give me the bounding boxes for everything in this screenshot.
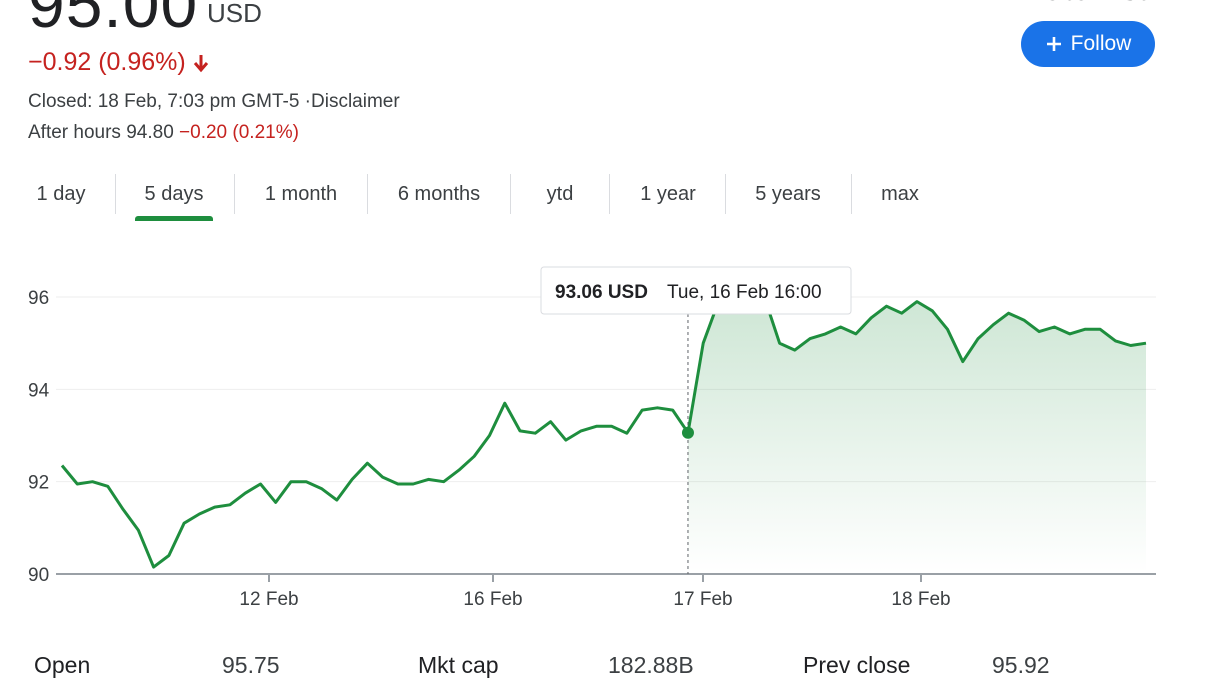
follow-button[interactable]: Follow (1021, 21, 1155, 67)
selected-tab-indicator (135, 216, 213, 221)
tab-1-year[interactable]: 1 year (640, 183, 696, 205)
tab-separator (725, 174, 726, 214)
x-tick-label: 17 Feb (673, 589, 732, 610)
y-tick-label: 96 (28, 288, 49, 309)
follow-label: Follow (1070, 32, 1132, 55)
y-tick-label: 94 (28, 380, 50, 401)
tab-6-months[interactable]: 6 months (397, 183, 481, 205)
arrow-down-icon (193, 54, 208, 72)
y-tick-label: 90 (28, 565, 49, 586)
key-stats: Open 95.75 Mkt cap 182.88B Prev close 95… (0, 648, 1226, 688)
stat-prevclose-label: Prev close (803, 652, 911, 678)
stat-mktcap-label: Mkt cap (418, 652, 499, 678)
price-value: 95.00 (28, 0, 199, 41)
tab-separator (234, 174, 235, 214)
tab-5-days[interactable]: 5 days (144, 183, 204, 205)
tab-separator (367, 174, 368, 214)
x-tick-label: 12 Feb (239, 589, 298, 610)
stat-open-value: 95.75 (222, 652, 280, 678)
range-tabs: 1 day 5 days 1 month 6 months ytd 1 year… (0, 172, 1000, 222)
tab-separator (609, 174, 610, 214)
stat-mktcap-value: 182.88B (608, 652, 694, 678)
price-line (60, 295, 1147, 569)
chart-tooltip: 93.06 USD Tue, 16 Feb 16:00 (540, 266, 852, 315)
tooltip-time: Tue, 16 Feb 16:00 (667, 282, 822, 303)
x-axis-ticks: 12 Feb 16 Feb 17 Feb 18 Feb (239, 574, 951, 610)
tab-1-month[interactable]: 1 month (264, 183, 338, 205)
stat-prevclose-value: 95.92 (992, 652, 1050, 678)
x-tick-label: 18 Feb (891, 589, 950, 610)
tab-ytd[interactable]: ytd (546, 183, 574, 205)
after-hours-change: −0.20 (0.21%) (179, 122, 299, 143)
after-hours: After hours 94.80 −0.20 (0.21%) (28, 122, 299, 144)
price-change: −0.92 (0.96%) (28, 48, 210, 77)
tab-max[interactable]: max (881, 183, 919, 205)
tooltip-price: 93.06 USD (555, 282, 648, 303)
y-tick-label: 92 (28, 473, 49, 494)
x-tick-label: 16 Feb (463, 589, 522, 610)
price-currency: USD (207, 0, 262, 28)
hover-point (681, 426, 694, 439)
tab-separator (510, 174, 511, 214)
stat-open-label: Open (34, 652, 91, 678)
tab-1-day[interactable]: 1 day (36, 183, 86, 205)
tab-5-years[interactable]: 5 years (755, 183, 821, 205)
tab-separator (115, 174, 116, 214)
y-axis-ticks: 96 94 92 90 (28, 288, 50, 586)
after-hours-label: After hours 94.80 (28, 122, 174, 143)
price-chart[interactable]: 96 94 92 90 12 Feb 16 Feb 17 Feb 18 Feb 93.06 … (0, 240, 1226, 620)
plus-icon (1046, 37, 1061, 51)
closed-status: Closed: 18 Feb, 7:03 pm GMT-5 ·Disclaime… (28, 91, 400, 112)
tab-separator (851, 174, 852, 214)
price-change-value: −0.92 (0.96%) (28, 48, 186, 76)
top-right-cut-text: Watchlist (1018, 0, 1148, 8)
price-area-fill (687, 297, 1146, 573)
